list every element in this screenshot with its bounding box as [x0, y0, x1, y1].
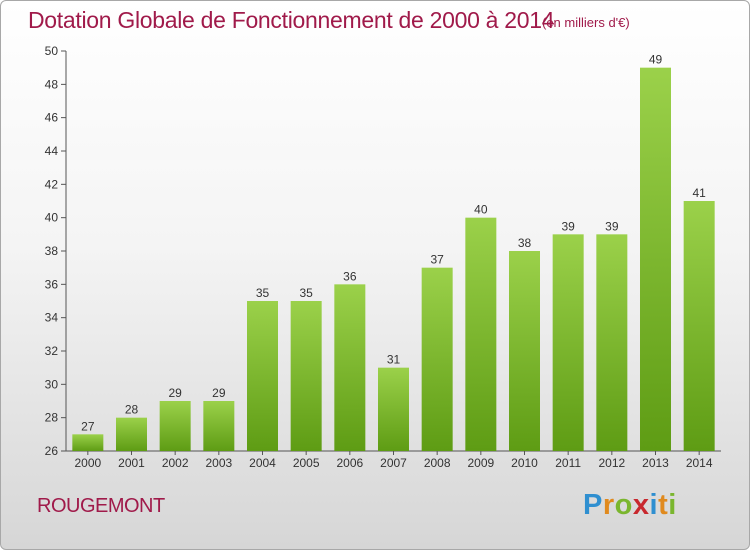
y-tick-label: 46 [45, 111, 59, 125]
data-label-2013: 49 [649, 53, 663, 67]
x-tick-label: 2014 [686, 456, 713, 470]
x-tick-label: 2013 [642, 456, 669, 470]
data-label-2006: 36 [343, 269, 357, 283]
y-tick-label: 30 [45, 377, 59, 391]
logo-letter: i [649, 489, 659, 521]
data-label-2011: 39 [561, 219, 575, 233]
bar-2004 [247, 301, 278, 451]
data-label-2009: 40 [474, 203, 488, 217]
x-tick-label: 2004 [249, 456, 276, 470]
x-tick-labels: 2000 2001 2002 2003 2004 2005 2006 2007 2008 2009… [74, 451, 713, 470]
bar-2003 [203, 401, 235, 451]
data-label-2010: 38 [518, 236, 532, 250]
x-tick-label: 2002 [162, 456, 189, 470]
y-ticks: 26 28 30 32 34 36 38 40 42 44 46 48 50 [45, 44, 66, 458]
x-tick-label: 2009 [467, 456, 494, 470]
x-tick-label: 2011 [555, 456, 581, 470]
data-label-2014: 41 [692, 186, 706, 200]
y-tick-label: 34 [45, 311, 59, 325]
data-label-2012: 39 [605, 219, 619, 233]
x-tick-label: 2001 [118, 456, 145, 470]
x-tick-label: 2005 [293, 456, 320, 470]
bar-2007 [378, 367, 409, 451]
bar-2005 [290, 301, 322, 451]
x-tick-label: 2010 [511, 456, 538, 470]
y-tick-label: 36 [45, 277, 59, 291]
y-tick-label: 40 [45, 211, 59, 225]
x-tick-label: 2008 [424, 456, 451, 470]
data-label-2007: 31 [387, 353, 401, 367]
data-label-2001: 28 [125, 403, 139, 417]
chart-title: Dotation Globale de Fonctionnement de 20… [28, 7, 555, 33]
x-tick-label: 2012 [598, 456, 625, 470]
y-tick-label: 32 [45, 344, 59, 358]
data-label-2008: 37 [430, 253, 444, 267]
y-tick-label: 42 [45, 177, 59, 191]
bar-2009 [465, 217, 497, 451]
data-label-2004: 35 [256, 286, 270, 300]
bar-2006 [334, 284, 366, 451]
logo-letter: i [668, 489, 677, 521]
bars: 27 28 29 29 35 35 36 31 37 40 38 39 39 49 41 [72, 53, 715, 452]
y-tick-label: 26 [45, 444, 59, 458]
bar-2012 [596, 234, 628, 451]
chart-unit: (en milliers d'€) [542, 15, 630, 30]
bar-2014 [683, 201, 715, 451]
x-tick-label: 2006 [336, 456, 363, 470]
bar-2001 [116, 417, 147, 451]
bar-2008 [421, 267, 453, 451]
bar-2011 [552, 234, 584, 451]
logo-letter: r [602, 489, 615, 521]
y-tick-label: 50 [45, 44, 59, 58]
commune-name: ROUGEMONT [37, 495, 165, 517]
bar-2000 [72, 434, 104, 451]
logo-letter: t [658, 489, 669, 521]
y-tick-label: 44 [45, 144, 59, 158]
bar-2013 [640, 67, 671, 452]
proxiti-logo[interactable]: Proxiti [583, 489, 677, 522]
bar-2010 [509, 251, 540, 451]
data-label-2005: 35 [299, 286, 313, 300]
logo-letter: x [632, 489, 650, 521]
data-label-2000: 27 [81, 419, 95, 433]
y-tick-label: 38 [45, 244, 59, 258]
y-tick-label: 28 [45, 411, 59, 425]
x-tick-label: 2007 [380, 456, 407, 470]
x-tick-label: 2003 [205, 456, 232, 470]
bar-2002 [159, 401, 191, 451]
logo-letter: P [583, 489, 603, 521]
logo-letter: o [614, 489, 633, 521]
x-tick-label: 2000 [74, 456, 101, 470]
data-label-2003: 29 [212, 386, 226, 400]
data-label-2002: 29 [168, 386, 182, 400]
y-tick-label: 48 [45, 77, 59, 91]
